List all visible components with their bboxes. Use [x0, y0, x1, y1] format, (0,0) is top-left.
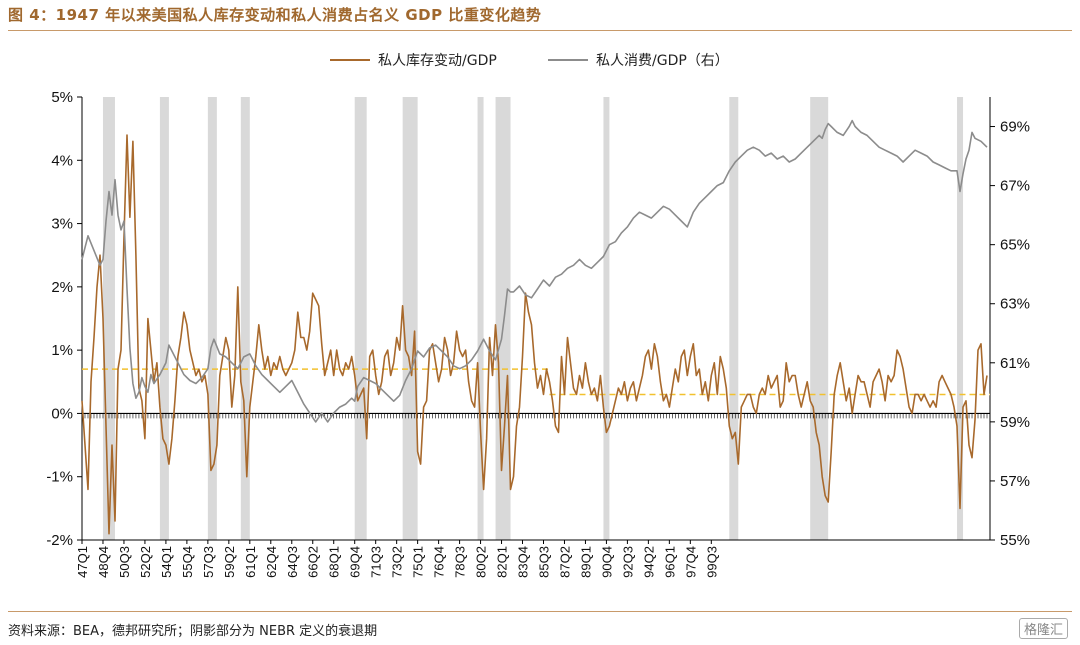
x-tick-label: 78Q3	[453, 546, 468, 578]
recession-band-7	[495, 97, 511, 540]
x-tick-label: 83Q4	[516, 546, 531, 578]
recession-band-9	[729, 97, 739, 540]
right-tick-label: 57%	[1000, 473, 1030, 490]
right-tick-label: 59%	[1000, 414, 1030, 431]
recession-band-6	[477, 97, 484, 540]
legend-label-inventory: 私人库存变动/GDP	[378, 53, 497, 69]
right-tick-label: 67%	[1000, 178, 1030, 195]
left-tick-label: 2%	[51, 279, 73, 296]
left-tick-label: 0%	[51, 405, 73, 422]
x-tick-label: 71Q3	[369, 546, 384, 578]
x-tick-label: 75Q1	[411, 546, 426, 578]
legend-label-consumption: 私人消费/GDP（右）	[596, 53, 729, 69]
consumption-series-line	[81, 119, 988, 423]
left-tick-label: 1%	[51, 342, 73, 359]
x-tick-label: 85Q3	[536, 546, 551, 578]
watermark: 格隆汇	[1018, 618, 1068, 639]
x-tick-label: 50Q3	[117, 546, 132, 578]
x-tick-label: 97Q4	[683, 546, 698, 578]
x-tick-label: 69Q4	[348, 546, 363, 578]
x-tick-label: 47Q1	[75, 546, 90, 578]
recession-band-5	[402, 97, 418, 540]
figure-title: 图 4：1947 年以来美国私人库存变动和私人消费占名义 GDP 比重变化趋势	[8, 6, 542, 24]
x-tick-label: 64Q3	[285, 546, 300, 578]
recession-band-4	[354, 97, 367, 540]
x-tick-label: 68Q1	[327, 546, 342, 578]
x-tick-label: 73Q2	[390, 546, 405, 578]
recession-band-3	[240, 97, 250, 540]
x-tick-label: 80Q2	[474, 546, 489, 578]
recession-band-8	[603, 97, 610, 540]
right-tick-label: 69%	[1000, 119, 1030, 136]
recession-band-10	[810, 97, 829, 540]
x-tick-label: 54Q1	[159, 546, 174, 578]
left-tick-label: -1%	[46, 469, 73, 486]
left-tick-label: 5%	[51, 89, 73, 106]
inventory-series-line	[81, 134, 988, 535]
x-tick-label: 48Q4	[96, 546, 111, 578]
x-tick-label: 55Q4	[180, 546, 195, 578]
x-tick-label: 96Q1	[662, 546, 677, 578]
recession-band-11	[957, 97, 964, 540]
right-tick-label: 61%	[1000, 355, 1030, 372]
title-rule	[8, 30, 1072, 31]
x-tick-label: 66Q2	[306, 546, 321, 578]
x-tick-label: 89Q1	[578, 546, 593, 578]
left-tick-label: 4%	[51, 152, 73, 169]
right-tick-label: 65%	[1000, 237, 1030, 254]
x-tick-label: 76Q4	[432, 546, 447, 578]
x-tick-label: 99Q3	[704, 546, 719, 578]
x-tick-label: 57Q3	[201, 546, 216, 578]
chart: 5% 4% 3% 2% 1% 0% -1% -2% 69% 67% 65% 63% 61% 59% 57% 5…	[46, 53, 1030, 578]
recession-band-0	[102, 97, 115, 540]
x-tick-label: 90Q4	[599, 546, 614, 578]
x-tick-label: 92Q3	[620, 546, 635, 578]
x-tick-label: 62Q4	[264, 546, 279, 578]
footer-rule	[8, 611, 1072, 612]
right-tick-label: 63%	[1000, 296, 1030, 313]
x-tick-label: 61Q1	[243, 546, 258, 578]
left-tick-label: -2%	[46, 532, 73, 549]
right-tick-label: 55%	[1000, 532, 1030, 549]
recession-band-1	[159, 97, 169, 540]
x-tick-label: 52Q2	[138, 546, 153, 578]
x-tick-label: 82Q1	[495, 546, 510, 578]
recession-band-2	[207, 97, 217, 540]
source-note: 资料来源：BEA，德邦研究所；阴影部分为 NEBR 定义的衰退期	[8, 624, 378, 639]
left-tick-label: 3%	[51, 216, 73, 233]
x-tick-label: 59Q2	[222, 546, 237, 578]
x-tick-label: 87Q2	[557, 546, 572, 578]
x-tick-label: 94Q2	[641, 546, 656, 578]
